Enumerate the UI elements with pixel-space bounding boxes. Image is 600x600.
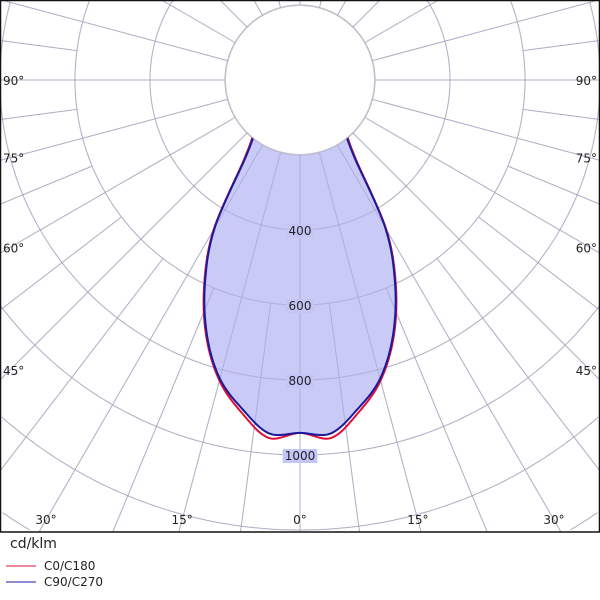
radial-tick-label: 600 (289, 299, 312, 313)
grid-ring-overlay-400 (149, 0, 451, 231)
grid-spoke-overlay (507, 165, 600, 205)
grid-spoke-overlay (523, 108, 600, 120)
angle-label-left: 45° (3, 364, 24, 378)
angle-label-right: 60° (576, 241, 597, 255)
grid-spoke-overlay (0, 165, 93, 205)
grid-spoke-overlay (352, 0, 381, 28)
center-hole (225, 5, 375, 155)
grid-spoke-overlay (0, 132, 248, 381)
grid-spoke-overlay (0, 117, 236, 254)
grid-spoke-overlay (372, 0, 599, 62)
grid-ring-overlay-1000 (0, 305, 600, 456)
grid-spoke-overlay (337, 144, 562, 532)
radial-tick-labels: 400 600 800 1000 (282, 224, 318, 463)
angle-label-left: 75° (3, 152, 24, 166)
grid-spoke-overlay (385, 287, 488, 532)
grid-spoke-overlay (0, 258, 164, 472)
grid-spoke-overlay (112, 287, 215, 532)
grid-spoke-overlay (178, 152, 282, 532)
grid-spoke-overlay (278, 0, 282, 8)
radial-tick-label: 800 (289, 374, 312, 388)
grid-ring-overlay-1400 (2, 512, 598, 531)
grid-spoke-overlay (318, 0, 322, 8)
grid-spoke-overlay (328, 303, 361, 532)
grid-spoke-overlay (38, 144, 263, 532)
angle-labels: 90° 90° 75° 75° 60° 60° 45° 45° 30° 15° 0° 15° 30° (3, 74, 597, 527)
grid-spoke-overlay (161, 0, 236, 43)
grid-spoke-overlay (253, 0, 263, 16)
grid-spoke-overlay (318, 152, 422, 532)
angle-label-right: 45° (576, 364, 597, 378)
grid-spoke-overlay (436, 258, 600, 472)
angle-label-bottom: 15° (407, 513, 428, 527)
grid-spoke-overlay (0, 108, 77, 120)
radial-tick-label: 1000 (285, 449, 316, 463)
radial-label-bg (282, 449, 318, 463)
grid-spoke-overlay (372, 98, 600, 161)
angle-label-right: 90° (576, 74, 597, 88)
angle-label-bottom: 15° (171, 513, 192, 527)
grid-spoke-overlay (364, 0, 439, 43)
legend-label-c0: C0/C180 (44, 559, 95, 573)
angle-label-left: 60° (3, 241, 24, 255)
angle-label-left: 90° (3, 74, 24, 88)
plot-area (0, 0, 600, 532)
curves (0, 0, 600, 532)
grid-spoke-overlay (0, 98, 228, 161)
legend-label-c90: C90/C270 (44, 575, 103, 589)
grid-spoke-overlay (1, 0, 228, 62)
radial-tick-label: 400 (289, 224, 312, 238)
angle-label-bottom: 0° (293, 513, 307, 527)
grid-ring-overlay-600 (74, 1, 526, 306)
grid-spoke-overlay (0, 216, 122, 311)
grid-ring-overlay-1200 (1, 416, 599, 531)
grid-spoke-overlay (219, 0, 248, 28)
angle-label-bottom: 30° (543, 513, 564, 527)
grid-spoke-overlay (478, 216, 600, 311)
grid-spoke-overlay (352, 132, 600, 381)
angle-label-right: 75° (576, 152, 597, 166)
radial-label-bg (286, 224, 314, 238)
angle-label-bottom: 30° (35, 513, 56, 527)
grid-spoke-overlay (239, 303, 272, 532)
legend: C0/C180 C90/C270 (6, 559, 103, 589)
grid-spoke-overlay (0, 40, 77, 52)
radial-label-bg (286, 374, 314, 388)
grid-spoke-overlay (364, 117, 600, 254)
unit-label: cd/klm (10, 536, 57, 552)
grid-spoke-overlay (337, 0, 347, 16)
radial-label-bg (286, 299, 314, 313)
grid-spoke-overlay (523, 40, 600, 52)
